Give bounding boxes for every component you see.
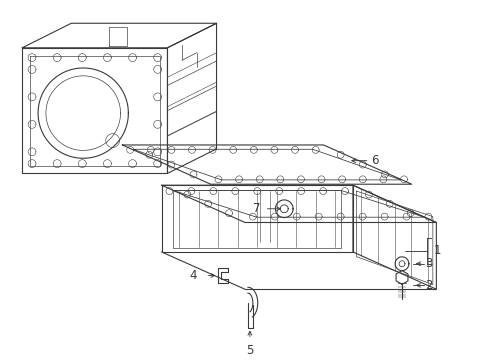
- Text: 2: 2: [425, 279, 432, 292]
- Text: 3: 3: [425, 257, 432, 270]
- Text: 4: 4: [189, 269, 196, 282]
- Text: 7: 7: [253, 202, 260, 215]
- Text: 5: 5: [245, 344, 253, 357]
- Text: 6: 6: [371, 154, 378, 167]
- Text: 1: 1: [432, 244, 440, 257]
